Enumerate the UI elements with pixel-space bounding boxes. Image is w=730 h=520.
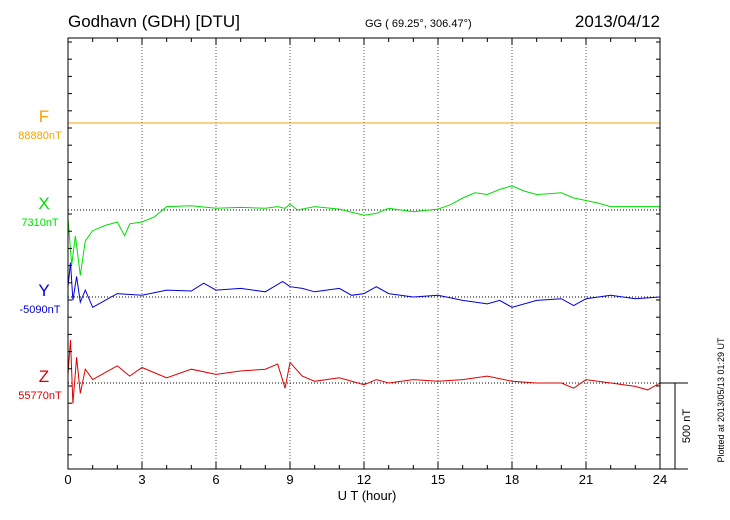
scale-bar-label: 500 nT — [681, 409, 693, 444]
x-tick-label: 15 — [431, 472, 445, 487]
plotted-timestamp: Plotted at 2013/05/13 01:29 UT — [716, 337, 726, 463]
series-baseline-y: -5090nT — [20, 304, 61, 316]
scale-bar: 500 nT — [660, 382, 693, 470]
series-line-z — [67, 339, 661, 404]
series-name-y: Y — [38, 281, 49, 300]
series-name-z: Z — [39, 367, 49, 386]
series-baseline-x: 7310nT — [21, 217, 59, 229]
x-tick-label: 12 — [357, 472, 371, 487]
series-baseline-f: 88880nT — [18, 130, 62, 142]
axes — [67, 37, 661, 470]
x-tick-label: 18 — [505, 472, 519, 487]
x-tick-label: 6 — [212, 472, 219, 487]
series-group — [67, 122, 661, 404]
x-tick-label: 9 — [286, 472, 293, 487]
series-line-y — [67, 262, 661, 309]
coordinates-label: GG ( 69.25°, 306.47°) — [365, 18, 472, 30]
date-label: 2013/04/12 — [575, 12, 660, 31]
x-tick-label: 24 — [653, 472, 667, 487]
x-tick-label: 3 — [138, 472, 145, 487]
x-tick-label: 0 — [64, 472, 71, 487]
x-tick-labels: 0 3 6 9 12 15 18 21 24 — [64, 472, 667, 487]
series-name-f: F — [39, 107, 49, 126]
series-line-x — [67, 185, 660, 276]
x-axis-label: U T (hour) — [338, 488, 397, 503]
series-name-x: X — [38, 194, 49, 213]
series-baseline-z: 55770nT — [18, 390, 62, 402]
grid — [141, 38, 587, 469]
x-tick-label: 21 — [579, 472, 593, 487]
station-title: Godhavn (GDH) [DTU] — [68, 12, 240, 31]
series-labels: F 88880nT X 7310nT Y -5090nT Z 55770nT — [18, 107, 62, 402]
